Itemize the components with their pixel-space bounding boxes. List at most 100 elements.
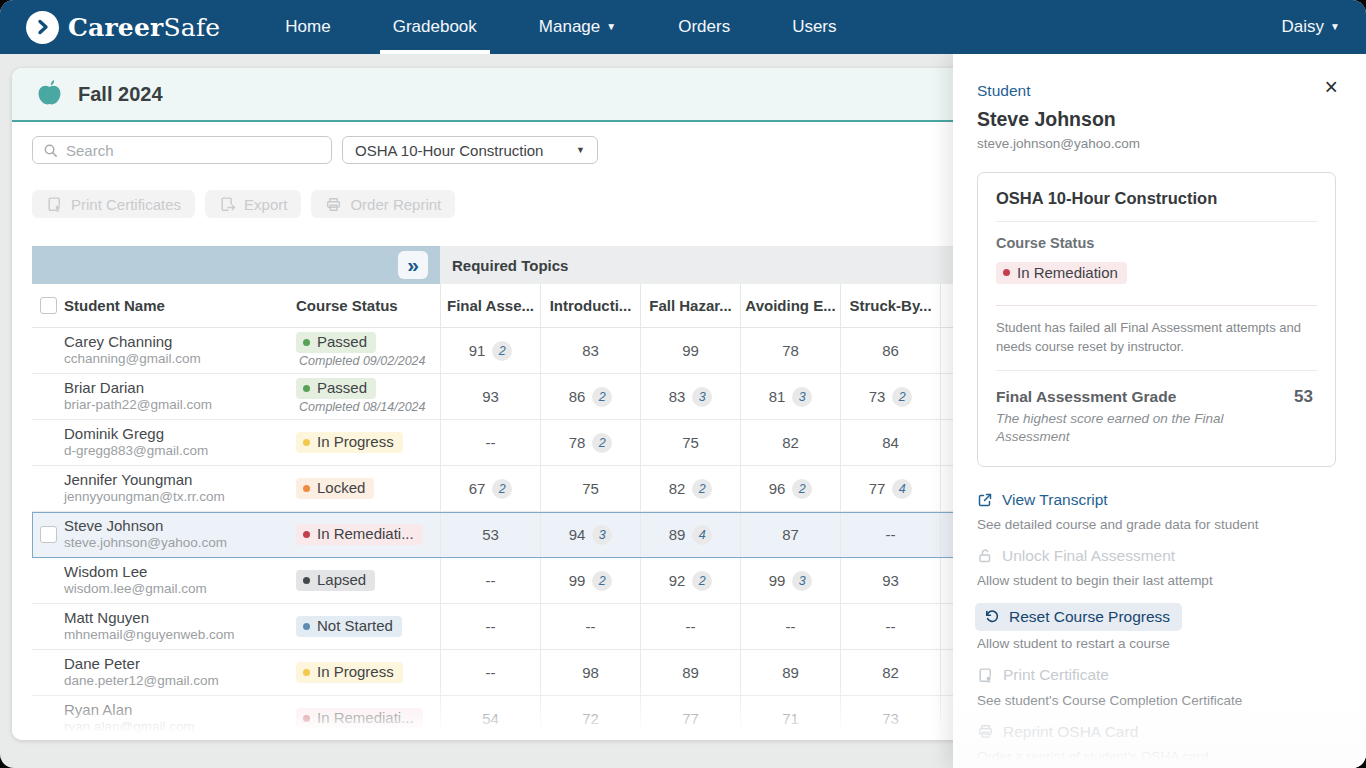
score-value: 99: [769, 572, 786, 589]
score-cell: 87: [740, 512, 840, 557]
header-checkbox-cell: [32, 297, 64, 314]
action-label-text: Reset Course Progress: [1009, 608, 1170, 626]
search-input[interactable]: Search: [32, 136, 332, 164]
action-label-text: Reprint OSHA Card: [1003, 723, 1138, 741]
table-row[interactable]: Dane Peterdane.peter12@gmail.comIn Progr…: [32, 650, 1040, 696]
status-label: In Progress: [317, 434, 394, 451]
score-cell: 822: [640, 466, 740, 511]
nav-item-label: Manage: [539, 17, 600, 36]
score-value: --: [486, 572, 496, 589]
status-dot-icon: [303, 531, 310, 538]
attempt-count-badge: 3: [592, 525, 612, 545]
table-row[interactable]: Matt Nguyenmhnemail@nguyenweb.comNot Sta…: [32, 604, 1040, 650]
score-cell: 82: [840, 650, 940, 695]
status-badge: Lapsed: [296, 570, 375, 592]
score-value: 94: [569, 526, 586, 543]
table-row[interactable]: Ryan Alanryan.alan@gmail.comIn Remediati…: [32, 696, 1040, 740]
page-title: Fall 2024: [78, 83, 163, 106]
score-value: 75: [682, 434, 699, 451]
status-dot-icon: [303, 623, 310, 630]
course-status-cell: Locked: [296, 478, 440, 500]
status-label: Not Started: [317, 618, 393, 635]
status-dot-icon: [303, 715, 310, 722]
status-badge: In Remediation: [996, 262, 1127, 284]
row-checkbox[interactable]: [40, 526, 57, 543]
score-value: --: [786, 618, 796, 635]
course-filter-select[interactable]: OSHA 10-Hour Construction ▼: [342, 136, 598, 164]
table-row[interactable]: Dominik Greggd-gregg883@gmail.comIn Prog…: [32, 420, 1040, 466]
content-area: Fall 2024 Search OSHA 10-Hour Constructi…: [0, 54, 1366, 768]
course-status-cell: In Remediati...: [296, 708, 440, 730]
reset-course-progress-button[interactable]: Reset Course Progress: [975, 603, 1182, 631]
export-icon: [219, 196, 236, 213]
order-reprint-button[interactable]: Order Reprint: [311, 190, 455, 218]
nav-item-orders[interactable]: Orders: [647, 0, 761, 54]
score-value: 99: [569, 572, 586, 589]
nav-item-users[interactable]: Users: [761, 0, 867, 54]
score-value: 82: [882, 664, 899, 681]
table-row[interactable]: Jennifer Youngmanjennyyoungman@tx.rr.com…: [32, 466, 1040, 512]
nav-item-gradebook[interactable]: Gradebook: [362, 0, 508, 54]
score-cell: 86: [840, 328, 940, 373]
score-cell: 93: [440, 374, 540, 419]
action-label-text: Print Certificate: [1003, 666, 1109, 684]
score-cell: 91 2: [440, 328, 540, 373]
action-unlock-final-assessment: Unlock Final AssessmentAllow student to …: [977, 547, 1336, 588]
score-value: --: [486, 434, 496, 451]
nav-item-manage[interactable]: Manage▼: [508, 0, 647, 54]
table-row[interactable]: Briar Darianbriar-path22@gmail.comPassed…: [32, 374, 1040, 420]
score-value: 54: [482, 710, 499, 727]
score-cell: 78: [740, 328, 840, 373]
expand-columns-button[interactable]: »: [398, 251, 428, 279]
status-label: In Remediati...: [317, 526, 414, 543]
course-status-cell: In Progress: [296, 432, 440, 454]
certificate-icon: [977, 667, 994, 684]
score-cell: 89: [640, 650, 740, 695]
score-cell: 73: [840, 696, 940, 740]
external-link-icon: [977, 492, 993, 508]
status-badge: Not Started: [296, 616, 402, 638]
table-row[interactable]: Wisdom Leewisdom.lee@gmail.comLapsed--99…: [32, 558, 1040, 604]
status-dot-icon: [1003, 269, 1010, 276]
attempt-count-badge: 2: [492, 341, 512, 361]
column-header: Introducti...: [540, 284, 640, 327]
column-header: Student Name: [64, 297, 296, 314]
chevron-down-icon: ▼: [576, 145, 585, 155]
printer-icon: [325, 196, 342, 213]
export-button[interactable]: Export: [205, 190, 301, 218]
score-cell: 732: [840, 374, 940, 419]
score-cell: --: [640, 604, 740, 649]
score-cell: 82: [740, 420, 840, 465]
table-row[interactable]: Carey Channingcchanning@gmail.comPassedC…: [32, 328, 1040, 374]
score-cell: --: [440, 420, 540, 465]
status-label: Lapsed: [317, 572, 366, 589]
close-icon[interactable]: ×: [1325, 76, 1338, 99]
action-label-text: View Transcript: [1002, 491, 1108, 509]
user-menu[interactable]: Daisy▼: [1282, 17, 1340, 37]
course-card: OSHA 10-Hour Construction Course Status …: [977, 172, 1336, 467]
student-actions: View TranscriptSee detailed course and g…: [977, 491, 1336, 764]
score-cell: 54: [440, 696, 540, 740]
score-cell: 75: [640, 420, 740, 465]
completed-date: Completed 08/14/2024: [296, 401, 440, 415]
student-email: cchanning@gmail.com: [64, 351, 296, 368]
score-value: 86: [569, 388, 586, 405]
score-value: 73: [869, 388, 886, 405]
apple-icon: [34, 78, 65, 111]
status-badge: In Remediati...: [296, 524, 423, 546]
group-header-label: Required Topics: [452, 257, 568, 274]
score-value: 84: [882, 434, 899, 451]
view-transcript-button[interactable]: View Transcript: [977, 491, 1108, 509]
search-placeholder: Search: [66, 142, 114, 159]
print-certificates-button[interactable]: Print Certificates: [32, 190, 195, 218]
select-all-checkbox[interactable]: [40, 297, 57, 314]
student-name: Ryan Alan: [64, 701, 296, 720]
student-name: Steve Johnson: [977, 108, 1336, 131]
student-cell: Ryan Alanryan.alan@gmail.com: [64, 701, 296, 737]
score-cell: 962: [740, 466, 840, 511]
careersafe-logo[interactable]: CareerSafe: [26, 11, 220, 44]
score-cell: 83: [540, 328, 640, 373]
score-value: 91: [469, 342, 486, 359]
nav-item-home[interactable]: Home: [254, 0, 361, 54]
table-row[interactable]: Steve Johnsonsteve.johnson@yahoo.comIn R…: [32, 512, 1040, 558]
